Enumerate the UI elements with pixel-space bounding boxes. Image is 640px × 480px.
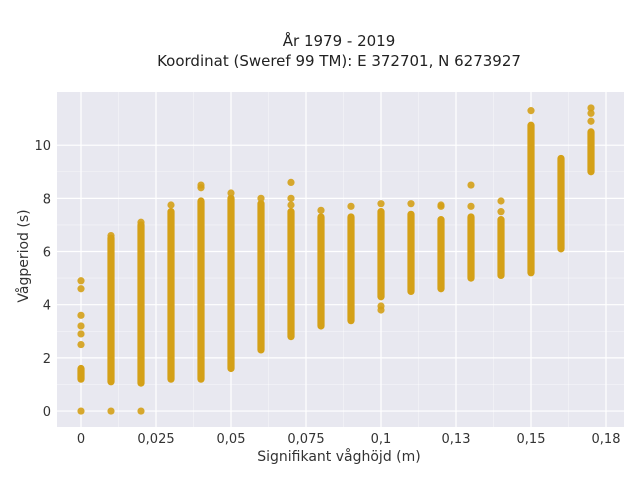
data-point <box>377 200 385 208</box>
data-point <box>287 194 295 202</box>
x-axis-title: Signifikant våghöjd (m) <box>257 448 420 465</box>
data-point-column <box>317 213 325 330</box>
x-tick-label: 0,075 <box>287 432 324 447</box>
y-axis-title: Vågperiod (s) <box>15 209 32 302</box>
data-point <box>467 181 475 189</box>
data-point-column <box>407 210 415 296</box>
chart-title-line-1: År 1979 - 2019 <box>283 31 396 50</box>
y-tick-label: 2 <box>43 352 51 367</box>
data-point-column <box>197 197 205 383</box>
x-tick-label: 0,15 <box>517 432 546 447</box>
y-tick-label: 0 <box>43 405 51 420</box>
x-tick-labels: 0 0,025 0,05 0,075 0,1 0,13 0,15 0,18 <box>77 432 621 447</box>
data-point-column <box>377 208 385 301</box>
data-point <box>587 109 595 117</box>
data-point <box>77 340 85 349</box>
data-point <box>77 330 85 338</box>
data-point <box>167 201 175 209</box>
y-tick-labels: 0 2 4 6 8 10 <box>34 139 51 420</box>
data-point <box>497 208 505 216</box>
data-point-column <box>497 216 505 280</box>
y-tick-label: 10 <box>34 139 51 154</box>
data-point <box>407 200 415 208</box>
data-point <box>437 201 445 209</box>
y-tick-label: 8 <box>43 192 51 207</box>
data-point <box>317 206 325 214</box>
data-point <box>467 202 475 210</box>
data-point <box>527 107 535 115</box>
data-point <box>77 285 85 293</box>
data-point <box>137 407 145 415</box>
data-point <box>77 311 85 319</box>
data-point-column <box>557 154 565 253</box>
data-point-column <box>167 208 175 383</box>
data-point <box>347 202 355 210</box>
data-point-column <box>437 216 445 293</box>
data-points <box>77 104 595 415</box>
x-tick-label: 0,025 <box>137 432 174 447</box>
data-point-column <box>527 121 535 277</box>
data-point <box>287 201 295 209</box>
chart-title-line-2: Koordinat (Sweref 99 TM): E 372701, N 62… <box>157 52 521 70</box>
x-tick-label: 0,18 <box>592 432 621 447</box>
y-tick-label: 4 <box>43 299 51 314</box>
data-point <box>587 117 595 125</box>
data-point <box>587 104 595 112</box>
data-point <box>377 302 385 310</box>
data-point-column <box>257 200 265 354</box>
data-point-column <box>467 213 475 282</box>
data-point <box>107 231 115 240</box>
x-tick-label: 0,05 <box>217 432 246 447</box>
data-point-column <box>587 128 595 176</box>
y-tick-label: 6 <box>43 246 51 261</box>
data-point <box>197 181 205 189</box>
data-point-column <box>287 208 295 341</box>
x-tick-label: 0,13 <box>442 432 471 447</box>
data-point <box>77 277 85 285</box>
data-point <box>107 407 115 415</box>
data-point <box>227 189 235 197</box>
x-tick-label: 0 <box>77 432 85 447</box>
x-tick-label: 0,1 <box>371 432 392 447</box>
data-point <box>497 197 505 205</box>
data-point <box>77 407 85 415</box>
data-point-column <box>137 221 145 387</box>
data-point-column <box>107 234 115 386</box>
data-point <box>287 178 295 186</box>
data-point <box>137 218 145 226</box>
data-point-column <box>77 364 85 383</box>
data-point-column <box>227 194 235 373</box>
data-point-column <box>347 213 355 325</box>
data-point <box>77 322 85 330</box>
data-point <box>257 194 265 202</box>
